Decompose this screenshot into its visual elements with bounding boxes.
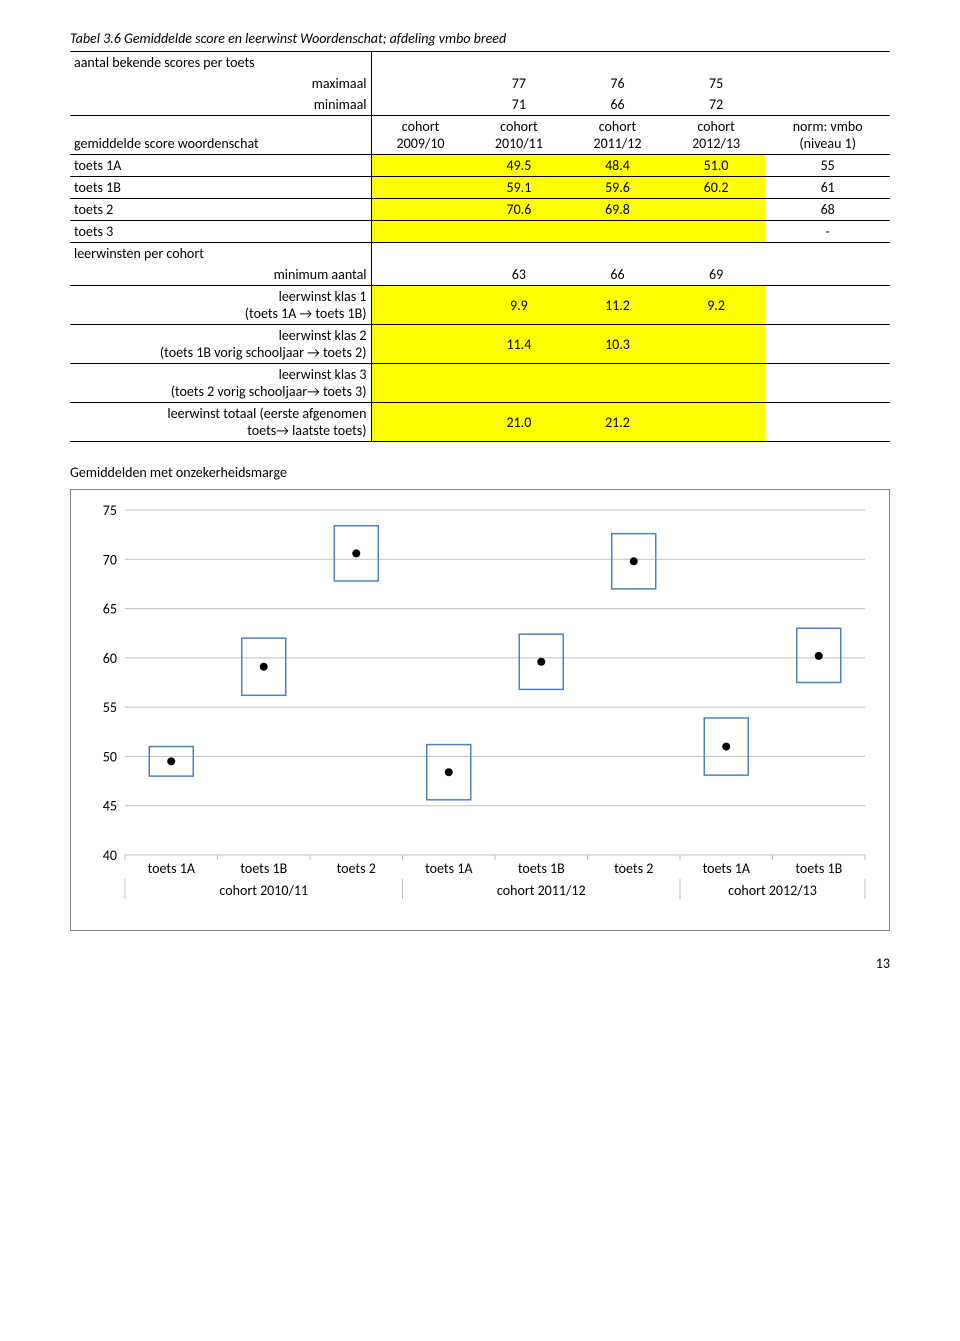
cell: 69.8: [568, 199, 667, 221]
cell: 11.2: [568, 286, 667, 325]
cell: 66: [568, 264, 667, 286]
cell: 60.2: [667, 177, 766, 199]
cell: 49.5: [470, 155, 569, 177]
col-header: cohort 2009/10: [371, 116, 470, 155]
cell: 11.4: [470, 325, 569, 364]
cell: [667, 403, 766, 442]
cell: [568, 364, 667, 403]
svg-text:cohort 2010/11: cohort 2010/11: [219, 882, 308, 899]
cell: [470, 364, 569, 403]
cell: 69: [667, 264, 766, 286]
svg-text:55: 55: [103, 699, 117, 716]
cell: 9.2: [667, 286, 766, 325]
min-label: minimaal: [70, 94, 371, 116]
max-val: 75: [667, 73, 766, 94]
cell: 70.6: [470, 199, 569, 221]
chart-svg: 40 45 50 55 60 65 70 75 toets 1A toets 1B toets 2 t…: [75, 500, 875, 920]
min-val: 72: [667, 94, 766, 116]
norm-cell: 61: [765, 177, 890, 199]
norm-cell: 55: [765, 155, 890, 177]
svg-text:toets 1B: toets 1B: [240, 860, 287, 877]
svg-text:cohort 2011/12: cohort 2011/12: [497, 882, 586, 899]
table-title: Tabel 3.6 Gemiddelde score en leerwinst …: [70, 30, 890, 47]
min-val: 71: [470, 94, 569, 116]
cell: 48.4: [568, 155, 667, 177]
cell: [371, 199, 470, 221]
svg-text:70: 70: [103, 551, 117, 568]
min-val: 66: [568, 94, 667, 116]
row-label: leerwinst klas 1 (toets 1A → toets 1B): [70, 286, 371, 325]
cell: 59.6: [568, 177, 667, 199]
row-label: toets 2: [70, 199, 371, 221]
cell: 10.3: [568, 325, 667, 364]
col0-label: gemiddelde score woordenschat: [70, 116, 371, 155]
chart-container: 40 45 50 55 60 65 70 75 toets 1A toets 1B toets 2 t…: [70, 489, 890, 931]
svg-text:40: 40: [103, 847, 117, 864]
row-label: leerwinst totaal (eerste afgenomen toets…: [70, 403, 371, 442]
svg-text:50: 50: [103, 748, 117, 765]
svg-text:65: 65: [103, 601, 117, 618]
cell: [667, 364, 766, 403]
col-header: cohort 2010/11: [470, 116, 569, 155]
cell: 63: [470, 264, 569, 286]
max-val: 76: [568, 73, 667, 94]
cell: [470, 221, 569, 243]
cell: 9.9: [470, 286, 569, 325]
svg-text:toets 1A: toets 1A: [703, 860, 751, 877]
cell: [667, 325, 766, 364]
cell: [667, 221, 766, 243]
max-val: 77: [470, 73, 569, 94]
svg-text:60: 60: [103, 650, 117, 667]
norm-cell: -: [765, 221, 890, 243]
svg-text:toets 1A: toets 1A: [148, 860, 196, 877]
row-label: toets 3: [70, 221, 371, 243]
col-header: norm: vmbo (niveau 1): [765, 116, 890, 155]
min-aantal-label: minimum aantal: [70, 264, 371, 286]
svg-text:cohort 2012/13: cohort 2012/13: [728, 882, 817, 899]
header-row1-label: aantal bekende scores per toets: [70, 52, 371, 74]
cell: [568, 221, 667, 243]
max-label: maximaal: [70, 73, 371, 94]
row-label: leerwinst klas 3 (toets 2 vorig schoolja…: [70, 364, 371, 403]
svg-text:toets 2: toets 2: [337, 860, 376, 877]
norm-cell: 68: [765, 199, 890, 221]
cell: [371, 221, 470, 243]
row-label: leerwinst klas 2 (toets 1B vorig schoolj…: [70, 325, 371, 364]
svg-text:45: 45: [103, 798, 117, 815]
svg-text:75: 75: [103, 502, 117, 519]
svg-text:toets 2: toets 2: [614, 860, 653, 877]
svg-text:toets 1B: toets 1B: [795, 860, 842, 877]
chart-caption: Gemiddelden met onzekerheidsmarge: [70, 464, 890, 481]
cell: 21.0: [470, 403, 569, 442]
svg-text:toets 1A: toets 1A: [425, 860, 473, 877]
svg-text:toets 1B: toets 1B: [518, 860, 565, 877]
cell: [371, 155, 470, 177]
cell: 59.1: [470, 177, 569, 199]
cell: 51.0: [667, 155, 766, 177]
section-label: leerwinsten per cohort: [70, 243, 371, 265]
cell: [371, 177, 470, 199]
page-number: 13: [0, 931, 960, 972]
data-table: aantal bekende scores per toets maximaal…: [70, 51, 890, 442]
row-label: toets 1A: [70, 155, 371, 177]
col-header: cohort 2011/12: [568, 116, 667, 155]
cell: [667, 199, 766, 221]
row-label: toets 1B: [70, 177, 371, 199]
col-header: cohort 2012/13: [667, 116, 766, 155]
cell: 21.2: [568, 403, 667, 442]
